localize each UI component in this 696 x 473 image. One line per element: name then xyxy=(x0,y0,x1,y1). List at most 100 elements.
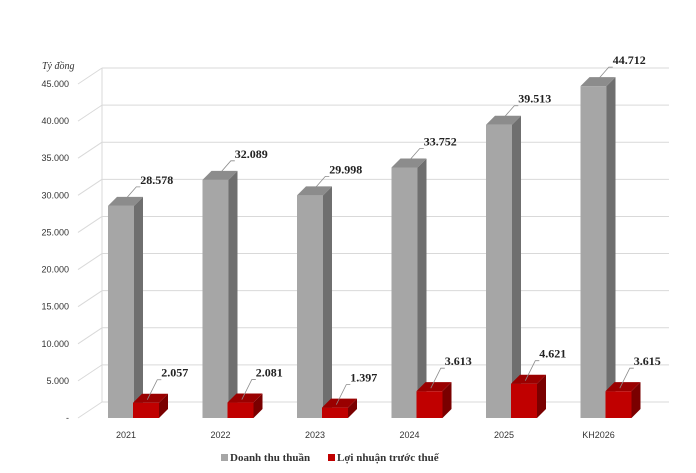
gridlines xyxy=(77,67,669,419)
bar-top xyxy=(391,158,427,168)
bar-doanh-thu-KH2026: 44.712 xyxy=(580,53,646,418)
y-tick-label: 10.000 xyxy=(41,339,69,349)
data-label-leader xyxy=(499,105,519,122)
data-label: 3.615 xyxy=(634,354,661,368)
bar-side xyxy=(228,170,238,418)
bar-top xyxy=(322,398,357,408)
bar-side xyxy=(417,158,427,418)
bar-side xyxy=(134,196,143,418)
data-label: 28.578 xyxy=(140,173,173,187)
bar-doanh-thu-2022: 32.089 xyxy=(202,147,268,418)
data-label: 39.513 xyxy=(518,92,551,106)
x-tick-label: 2022 xyxy=(210,430,230,440)
data-label: 1.397 xyxy=(350,371,377,385)
bar-front xyxy=(133,402,159,418)
gridline-diag xyxy=(77,364,103,382)
gridline-diag xyxy=(77,104,103,122)
bar-top xyxy=(511,374,546,384)
data-label: 44.712 xyxy=(613,53,646,67)
bar-top xyxy=(297,186,332,196)
y-tick-label: - xyxy=(66,413,69,423)
gridline-diag xyxy=(77,290,103,308)
bar-doanh-thu-2021: 28.578 xyxy=(108,173,173,418)
bar-top xyxy=(108,196,143,206)
bar-side xyxy=(606,77,616,418)
data-label-leader xyxy=(241,379,256,400)
bar-side xyxy=(348,398,357,418)
data-label: 3.613 xyxy=(445,354,472,368)
bar-front xyxy=(108,205,134,418)
data-label-leader xyxy=(310,175,330,193)
bar-front xyxy=(297,195,323,418)
data-label-leader xyxy=(121,186,141,204)
bar-top xyxy=(133,393,168,403)
y-tick-label: 20.000 xyxy=(41,265,69,275)
y-tick-label: 25.000 xyxy=(41,227,69,237)
data-label-leader xyxy=(430,367,445,389)
bar-side xyxy=(631,382,641,418)
bar-doanh-thu-2025: 39.513 xyxy=(486,92,551,418)
bar-loi-nhuan-2025: 4.621 xyxy=(511,347,566,418)
bar-front xyxy=(486,124,512,418)
y-axis: - 5.000 10.000 15.000 20.000 25.000 30.000 35.0… xyxy=(41,79,69,423)
gridline-diag xyxy=(77,216,103,233)
y-tick-label: 30.000 xyxy=(41,190,69,200)
bar-front xyxy=(391,167,418,418)
y-tick-label: 35.000 xyxy=(41,153,69,163)
bar-doanh-thu-2023: 29.998 xyxy=(297,162,362,418)
bar-side xyxy=(512,115,521,418)
bar-loi-nhuan-2021: 2.057 xyxy=(133,366,188,418)
x-axis: 2021 2022 2023 2024 2025 KH2026 xyxy=(116,430,615,440)
bar-front xyxy=(605,391,632,418)
bar-front xyxy=(416,391,443,418)
x-tick-label: KH2026 xyxy=(582,430,615,440)
y-unit-label: Tỷ đồng xyxy=(42,61,75,72)
gridline-diag xyxy=(77,141,103,159)
gridline-diag xyxy=(77,67,103,85)
legend-label-doanh-thu: Doanh thu thuần xyxy=(230,452,310,464)
bar-loi-nhuan-KH2026: 3.615 xyxy=(605,354,661,418)
x-tick-label: 2021 xyxy=(116,430,136,440)
data-label-leader xyxy=(594,66,613,84)
x-tick-label: 2024 xyxy=(399,430,419,440)
bar-front xyxy=(322,407,348,418)
legend-swatch-loi-nhuan xyxy=(328,454,335,461)
y-tick-label: 5.000 xyxy=(46,376,69,386)
gridline-diag xyxy=(77,253,103,270)
bar-side xyxy=(159,393,168,418)
bar-front xyxy=(511,383,537,418)
data-label: 4.621 xyxy=(539,347,566,361)
legend: Doanh thu thuần Lợi nhuận trước thuế xyxy=(221,452,440,464)
bar-top xyxy=(486,115,521,125)
x-tick-label: 2023 xyxy=(305,430,325,440)
legend-label-loi-nhuan: Lợi nhuận trước thuế xyxy=(337,452,440,464)
data-label-leader xyxy=(216,160,235,178)
y-tick-label: 45.000 xyxy=(41,79,69,89)
data-label: 2.081 xyxy=(256,366,283,380)
bar-doanh-thu-2024: 33.752 xyxy=(391,134,457,418)
y-tick-label: 15.000 xyxy=(41,302,69,312)
bar-front xyxy=(202,179,229,418)
bar-side xyxy=(442,382,452,418)
data-label: 2.057 xyxy=(161,366,188,380)
bar-side xyxy=(253,393,263,418)
bars: 28.578 32.089 29.998 33.752 39.513 44.712 2.05… xyxy=(108,53,661,418)
gridline-diag xyxy=(77,401,103,419)
bar-top xyxy=(580,77,616,87)
bar-loi-nhuan-2023: 1.397 xyxy=(322,371,377,418)
data-label-leader xyxy=(335,384,351,405)
data-label-leader xyxy=(524,360,540,381)
bar-loi-nhuan-2024: 3.613 xyxy=(416,354,472,418)
bar-top xyxy=(605,382,641,392)
data-label: 29.998 xyxy=(329,162,362,176)
data-label: 33.752 xyxy=(424,134,457,148)
gridline-diag xyxy=(77,178,103,196)
bar-loi-nhuan-2022: 2.081 xyxy=(227,366,283,418)
bar-front xyxy=(227,402,254,418)
x-tick-label: 2025 xyxy=(494,430,514,440)
gridline-diag xyxy=(77,327,103,345)
data-label: 32.089 xyxy=(235,147,268,161)
y-tick-label: 40.000 xyxy=(41,116,69,126)
data-label-leader xyxy=(619,367,634,389)
